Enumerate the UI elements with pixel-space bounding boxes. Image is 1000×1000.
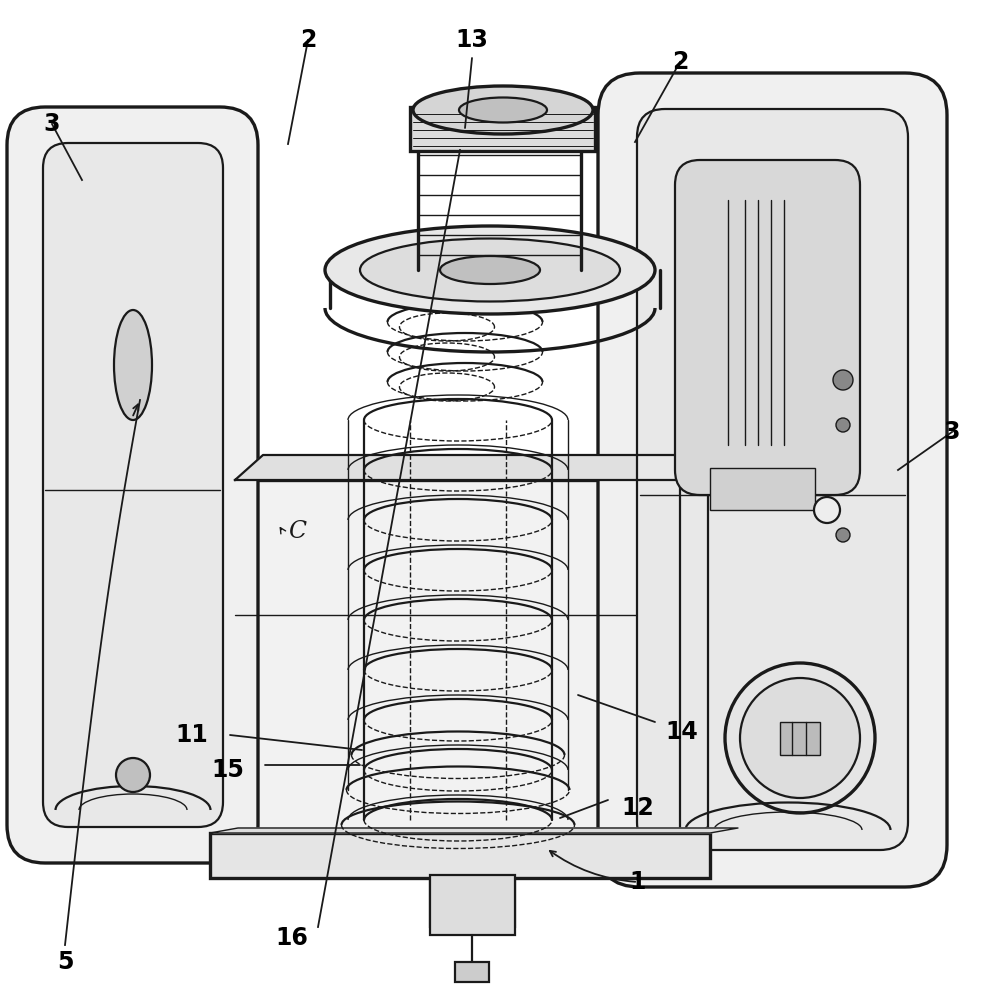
Text: 16: 16 [276, 926, 308, 950]
Text: C: C [288, 520, 306, 544]
Ellipse shape [325, 226, 655, 314]
Text: 2: 2 [300, 28, 316, 52]
Polygon shape [235, 455, 708, 480]
FancyBboxPatch shape [410, 107, 595, 151]
Polygon shape [210, 828, 738, 833]
FancyBboxPatch shape [43, 143, 223, 827]
Text: 11: 11 [176, 723, 208, 747]
Bar [710, 468, 815, 510]
FancyBboxPatch shape [7, 107, 258, 863]
Ellipse shape [360, 238, 620, 302]
Text: 3: 3 [944, 420, 960, 444]
Text: 5: 5 [57, 950, 73, 974]
Circle shape [836, 418, 850, 432]
Bar [780, 722, 820, 755]
Text: 15: 15 [212, 758, 244, 782]
Circle shape [814, 497, 840, 523]
Ellipse shape [413, 86, 593, 134]
Circle shape [833, 370, 853, 390]
FancyBboxPatch shape [598, 73, 947, 887]
Bar [210, 833, 710, 878]
FancyBboxPatch shape [637, 109, 908, 850]
Text: 3: 3 [44, 112, 60, 136]
Text: 14: 14 [666, 720, 698, 744]
Text: 2: 2 [672, 50, 688, 74]
Bar [455, 962, 489, 982]
Ellipse shape [440, 256, 540, 284]
Text: 13: 13 [456, 28, 488, 52]
Bar [235, 480, 680, 845]
Circle shape [116, 758, 150, 792]
Ellipse shape [114, 310, 152, 420]
FancyBboxPatch shape [675, 160, 860, 495]
Circle shape [725, 663, 875, 813]
Ellipse shape [459, 98, 547, 122]
Text: 1: 1 [630, 870, 646, 894]
Polygon shape [680, 455, 708, 845]
Circle shape [836, 528, 850, 542]
Circle shape [740, 678, 860, 798]
Bar [430, 875, 515, 935]
Text: 12: 12 [622, 796, 654, 820]
